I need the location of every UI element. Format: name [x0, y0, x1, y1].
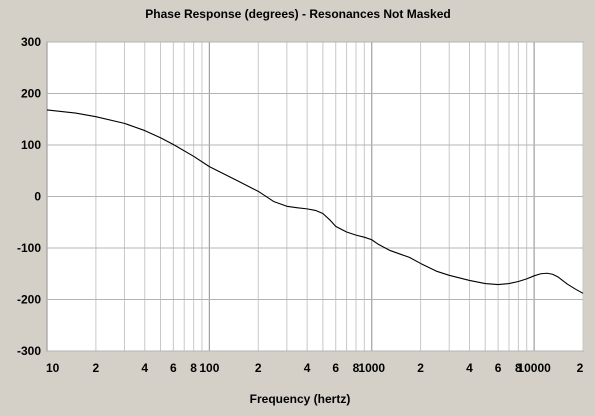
- y-tick-label: 300: [21, 35, 41, 49]
- x-tick-label: 10: [46, 361, 60, 375]
- x-tick-label: 4: [141, 361, 148, 375]
- series-layer: [46, 109, 584, 294]
- x-tick-label: 10000: [517, 361, 551, 375]
- x-tick-label: 6: [170, 361, 177, 375]
- y-tick-label: -200: [17, 293, 41, 307]
- y-axis-ticks: 300 200 100 0 -100 -200 -300: [17, 35, 41, 358]
- y-tick-label: 0: [34, 190, 41, 204]
- phase-series-line: [46, 109, 584, 294]
- x-axis-title: Frequency (hertz): [250, 392, 351, 406]
- x-tick-label: 8: [515, 361, 522, 375]
- x-tick-label: 2: [93, 361, 100, 375]
- x-tick-label: 100: [199, 361, 219, 375]
- x-tick-label: 2: [577, 361, 584, 375]
- x-tick-label: 4: [304, 361, 311, 375]
- x-tick-label: 2: [417, 361, 424, 375]
- y-tick-label: 200: [21, 87, 41, 101]
- y-tick-label: -300: [17, 344, 41, 358]
- x-tick-label: 8: [190, 361, 197, 375]
- x-tick-label: 1000: [358, 361, 385, 375]
- x-tick-label: 2: [255, 361, 262, 375]
- y-tick-label: 100: [21, 138, 41, 152]
- x-tick-label: 4: [466, 361, 473, 375]
- y-tick-label: -100: [17, 241, 41, 255]
- grid: [46, 41, 584, 352]
- x-tick-label: 6: [332, 361, 339, 375]
- chart-title: Phase Response (degrees) - Resonances No…: [145, 7, 450, 21]
- x-tick-label: 8: [353, 361, 360, 375]
- x-tick-label: 6: [495, 361, 502, 375]
